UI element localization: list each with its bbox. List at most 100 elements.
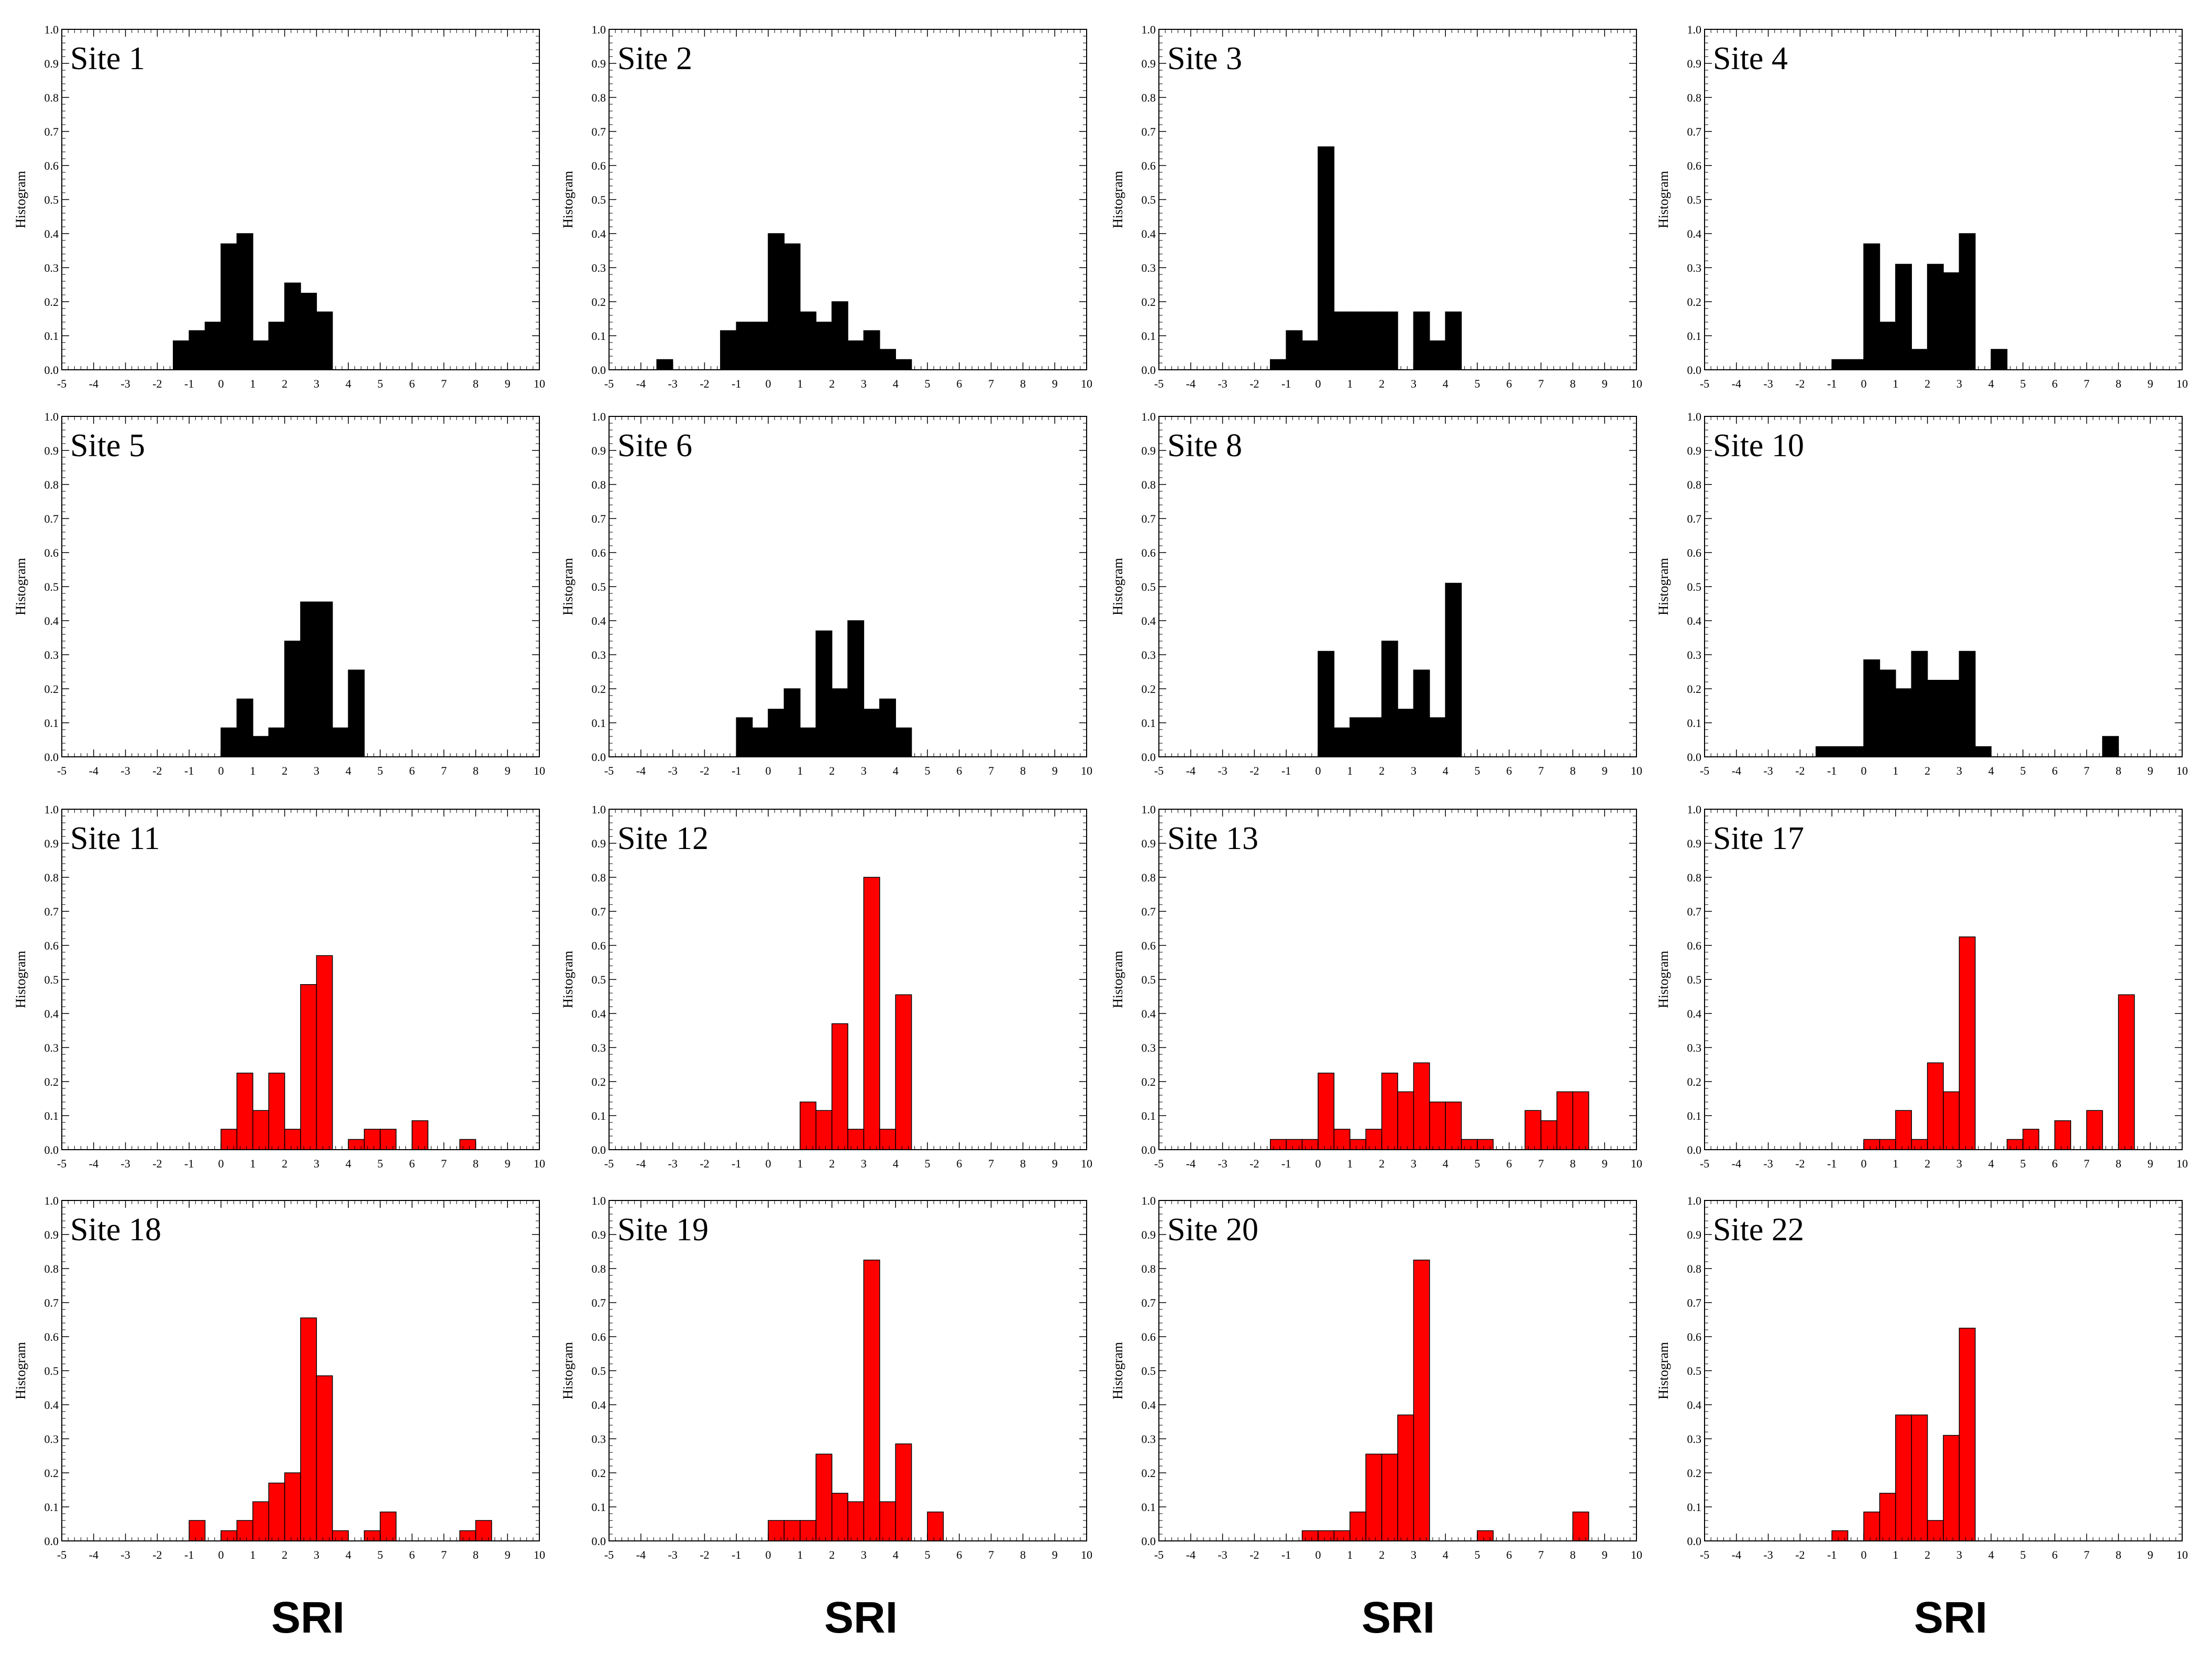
histogram-bar (1461, 1139, 1478, 1150)
histogram-bar (720, 330, 737, 370)
x-tick-label: 6 (2052, 1548, 2058, 1561)
y-tick-label: 1.0 (1142, 1194, 1156, 1207)
panel-title: Site 13 (1167, 821, 1258, 856)
histogram-bar (363, 1129, 381, 1150)
x-tick-label: 2 (1925, 764, 1930, 777)
x-tick-label: -1 (1281, 377, 1291, 390)
y-tick-label: 0.8 (1687, 1262, 1702, 1275)
histogram-bar (1413, 669, 1430, 757)
x-tick-label: -1 (1827, 764, 1837, 777)
x-tick-label: -4 (636, 764, 646, 777)
histogram-bar (879, 349, 896, 370)
x-tick-label: -5 (57, 377, 67, 390)
histogram-bar (1863, 243, 1881, 370)
x-tick-label: 7 (2084, 377, 2089, 390)
x-tick-label: 5 (2020, 764, 2026, 777)
y-tick-label: 0.3 (45, 1432, 59, 1446)
histogram-bar (1429, 717, 1446, 757)
histogram-bar (736, 322, 753, 370)
histogram-bar (895, 359, 912, 370)
x-tick-label: -5 (1154, 1157, 1164, 1170)
y-tick-label: 0.9 (592, 57, 606, 70)
x-tick-label: 4 (1443, 764, 1448, 777)
histogram-bar (1911, 651, 1928, 757)
x-tick-label: 5 (925, 1157, 931, 1170)
histogram-bar (768, 1520, 785, 1541)
y-tick-label: 0.5 (1687, 1364, 1702, 1378)
y-tick-label: 0.3 (1142, 648, 1156, 662)
histogram-bar (1413, 311, 1430, 370)
x-tick-label: 8 (473, 377, 479, 390)
y-axis-label: Histogram (13, 558, 28, 615)
histogram-bar (1524, 1110, 1542, 1150)
y-tick-label: 0.2 (592, 1075, 606, 1088)
histogram-bar (1556, 1091, 1574, 1150)
y-tick-label: 1.0 (1687, 410, 1702, 423)
panel-title: Site 17 (1713, 821, 1804, 856)
y-tick-label: 0.2 (1687, 295, 1702, 308)
y-tick-label: 0.0 (592, 1143, 606, 1156)
x-tick-label: 2 (282, 377, 287, 390)
y-tick-label: 0.1 (1142, 717, 1156, 730)
y-tick-label: 0.6 (592, 939, 606, 952)
histogram-bar (1413, 1260, 1430, 1541)
histogram-bar (800, 728, 816, 757)
x-tick-label: 5 (2020, 1157, 2026, 1170)
x-tick-label: 2 (282, 764, 287, 777)
y-tick-label: 0.4 (1687, 227, 1702, 240)
x-tick-label: 5 (1475, 377, 1480, 390)
y-tick-label: 1.0 (1687, 803, 1702, 816)
histogram-bar (316, 601, 333, 757)
x-tick-label: 0 (218, 377, 224, 390)
x-tick-label: 10 (534, 764, 545, 777)
x-tick-label: 7 (441, 1157, 447, 1170)
y-axis-label: Histogram (13, 1342, 28, 1399)
x-tick-label: -5 (1700, 1157, 1709, 1170)
x-tick-label: 6 (1506, 1157, 1512, 1170)
y-tick-label: 0.8 (592, 1262, 606, 1275)
y-tick-label: 1.0 (592, 23, 606, 36)
histogram-bar (1429, 340, 1446, 370)
y-axis-label: Histogram (13, 171, 28, 228)
x-axis-label-col-3: SRI (1362, 1593, 1435, 1642)
histogram-bar (284, 1129, 301, 1150)
y-tick-label: 0.5 (1142, 580, 1156, 593)
x-tick-label: 1 (1347, 1157, 1353, 1170)
y-tick-label: 0.7 (45, 512, 59, 525)
histogram-bar (2086, 1110, 2103, 1150)
x-tick-label: 4 (893, 377, 899, 390)
x-tick-label: 1 (797, 1548, 803, 1561)
histogram-bar (2022, 1129, 2040, 1150)
y-tick-label: 0.9 (592, 837, 606, 850)
histogram-bar (736, 717, 753, 757)
x-tick-label: 7 (441, 377, 447, 390)
x-tick-label: -2 (152, 764, 162, 777)
histogram-bar (1318, 1530, 1335, 1541)
y-tick-label: 0.3 (45, 1041, 59, 1054)
y-tick-label: 0.5 (1687, 193, 1702, 206)
histogram-bar (1270, 359, 1287, 370)
histogram-bar (1413, 1062, 1430, 1150)
histogram-bar (863, 709, 880, 757)
histogram-bar (348, 1139, 365, 1150)
x-tick-label: 7 (988, 1548, 994, 1561)
x-tick-label: -1 (732, 1548, 741, 1561)
histogram-bar (1318, 146, 1335, 370)
x-tick-label: 9 (1052, 377, 1058, 390)
y-tick-label: 0.5 (1687, 973, 1702, 986)
histogram-bar (252, 1501, 269, 1541)
histogram-bar (332, 1530, 349, 1541)
x-tick-label: 3 (1956, 764, 1962, 777)
y-tick-label: 0.9 (1687, 1228, 1702, 1241)
y-tick-label: 0.5 (592, 193, 606, 206)
y-tick-label: 1.0 (45, 803, 59, 816)
y-tick-label: 0.3 (1142, 1432, 1156, 1446)
histogram-bar (1959, 651, 1976, 757)
y-tick-label: 0.1 (1687, 717, 1702, 730)
x-tick-label: -1 (732, 764, 741, 777)
x-tick-label: -2 (152, 1157, 162, 1170)
x-tick-label: 1 (797, 1157, 803, 1170)
histogram-bar (1879, 669, 1896, 757)
histogram-bar (1975, 746, 1992, 757)
x-tick-label: 4 (893, 764, 899, 777)
